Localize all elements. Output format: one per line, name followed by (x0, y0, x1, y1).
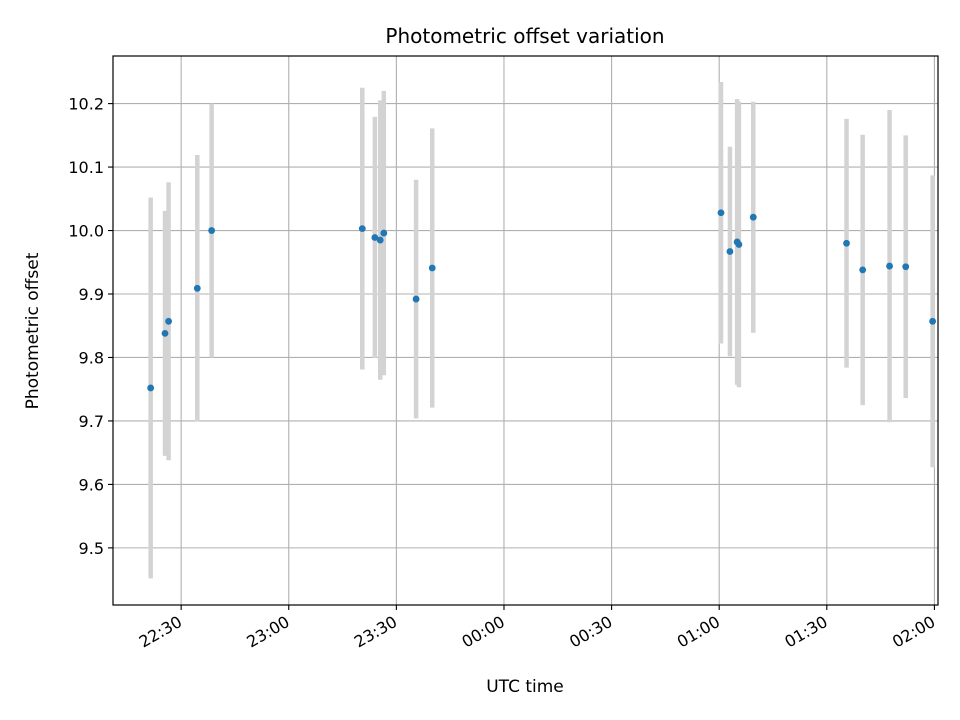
y-tick-label: 9.9 (79, 285, 104, 304)
data-point (749, 213, 757, 221)
x-tick-label: 01:30 (781, 612, 830, 652)
data-point (376, 236, 384, 244)
point-layer (147, 209, 937, 392)
data-point (147, 384, 155, 392)
x-tick-label: 02:00 (889, 612, 938, 652)
data-point (208, 227, 216, 234)
y-tick-label: 9.8 (79, 348, 104, 367)
data-point (161, 329, 169, 337)
y-axis: 9.5 9.6 9.7 9.8 9.9 10.0 10.1 10.2 (68, 95, 113, 558)
data-point (859, 266, 867, 274)
x-axis: 22:30 23:00 23:30 00:00 00:30 01:00 01:30 02:00 (136, 605, 938, 652)
x-tick-label: 22:30 (136, 612, 185, 652)
y-tick-label: 10.1 (68, 158, 104, 177)
data-point (843, 239, 850, 247)
x-tick-label: 00:30 (566, 612, 615, 652)
data-point (886, 262, 893, 270)
data-point (380, 229, 388, 237)
y-tick-label: 9.5 (79, 539, 104, 558)
data-point (358, 225, 366, 233)
chart-title: Photometric offset variation (385, 24, 664, 48)
data-point (717, 209, 725, 217)
data-point (428, 264, 436, 272)
data-point (735, 241, 743, 248)
data-point (371, 234, 379, 241)
data-point (193, 284, 201, 292)
errorbar-layer (148, 82, 935, 579)
plot-frame (112, 55, 939, 606)
y-tick-label: 9.6 (79, 475, 104, 494)
data-point (902, 263, 910, 271)
x-tick-label: 23:30 (351, 612, 400, 652)
y-tick-label: 10.2 (68, 95, 104, 114)
x-axis-label: UTC time (486, 677, 564, 697)
x-tick-label: 00:00 (459, 612, 508, 652)
x-tick-label: 01:00 (674, 612, 723, 652)
data-point (165, 317, 172, 325)
grid-lines (113, 56, 938, 605)
x-tick-label: 23:00 (243, 612, 292, 652)
y-tick-label: 10.0 (68, 222, 104, 241)
y-tick-label: 9.7 (79, 412, 104, 431)
y-axis-label: Photometric offset (23, 252, 43, 409)
data-point (412, 295, 420, 303)
data-point (929, 317, 937, 325)
data-point (726, 248, 734, 255)
